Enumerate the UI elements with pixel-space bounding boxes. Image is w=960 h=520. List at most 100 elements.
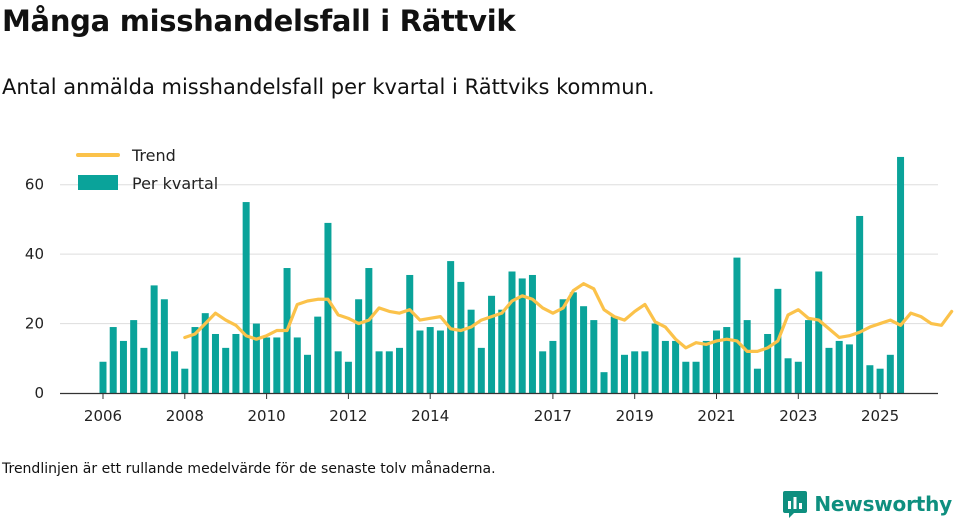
bar bbox=[488, 295, 496, 393]
bar bbox=[211, 333, 219, 393]
bar bbox=[304, 354, 311, 393]
trend-line-group bbox=[183, 282, 954, 353]
bar bbox=[886, 354, 894, 393]
bar bbox=[477, 347, 485, 393]
bar bbox=[314, 316, 322, 393]
bar bbox=[263, 337, 271, 393]
bar bbox=[467, 309, 475, 393]
bar bbox=[457, 281, 465, 393]
x-tick-label: 2014 bbox=[411, 407, 449, 425]
bar bbox=[631, 351, 639, 393]
x-tick-label: 2023 bbox=[779, 407, 817, 425]
bar bbox=[733, 257, 741, 393]
bar bbox=[498, 309, 506, 393]
bar bbox=[610, 316, 618, 393]
legend: Trend Per kvartal bbox=[76, 146, 218, 193]
bar bbox=[580, 306, 588, 393]
bar bbox=[416, 330, 424, 393]
footnote: Trendlinjen är ett rullande medelvärde f… bbox=[2, 461, 496, 477]
y-tick-label: 0 bbox=[34, 384, 44, 402]
y-axis-ticks: 0 20 40 60 bbox=[25, 176, 44, 402]
bar bbox=[140, 347, 148, 393]
bar bbox=[794, 361, 802, 393]
bar bbox=[805, 320, 813, 393]
y-tick-label: 20 bbox=[25, 315, 44, 333]
bar bbox=[99, 361, 107, 393]
bar bbox=[702, 340, 710, 393]
bar bbox=[528, 274, 536, 393]
bar-line-chart: 0 20 40 60 2006 2008 2010 2012 2014 2017 2019 2021… bbox=[25, 146, 954, 425]
bar bbox=[232, 333, 240, 393]
bar bbox=[661, 340, 669, 393]
bar bbox=[385, 351, 393, 393]
trend-line bbox=[183, 282, 954, 353]
bars-per-kvartal bbox=[99, 156, 905, 393]
legend-bar-swatch bbox=[78, 175, 118, 190]
bar bbox=[866, 365, 874, 393]
bar bbox=[436, 330, 444, 393]
bar bbox=[651, 323, 659, 393]
bar bbox=[171, 351, 179, 393]
legend-bar-label: Per kvartal bbox=[132, 174, 218, 193]
x-axis: 2006 2008 2010 2012 2014 2017 2019 2021 2023 2025 bbox=[60, 392, 938, 425]
bar bbox=[334, 351, 342, 393]
bar bbox=[764, 333, 772, 393]
bar bbox=[365, 268, 373, 393]
x-tick-label: 2021 bbox=[697, 407, 735, 425]
bar bbox=[375, 351, 383, 393]
bar bbox=[396, 347, 404, 393]
bar bbox=[130, 320, 138, 393]
newsworthy-logo-icon bbox=[783, 491, 808, 518]
bar bbox=[324, 222, 332, 393]
bar bbox=[518, 278, 526, 393]
bar bbox=[426, 327, 434, 393]
bar bbox=[119, 340, 127, 393]
bar bbox=[569, 292, 577, 393]
x-tick-label: 2019 bbox=[616, 407, 654, 425]
x-tick-label: 2010 bbox=[248, 407, 286, 425]
bar bbox=[713, 330, 720, 393]
bar bbox=[559, 299, 567, 393]
x-tick-label: 2025 bbox=[861, 407, 899, 425]
bar bbox=[743, 320, 751, 393]
bar bbox=[293, 337, 301, 393]
bar bbox=[160, 299, 168, 393]
bar bbox=[897, 156, 905, 393]
bar bbox=[723, 327, 731, 393]
bar bbox=[753, 368, 761, 393]
chart-title: Många misshandelsfall i Rättvik bbox=[2, 4, 516, 38]
bar bbox=[191, 327, 199, 393]
bar bbox=[590, 320, 598, 393]
bar bbox=[539, 351, 547, 393]
x-tick-label: 2012 bbox=[329, 407, 367, 425]
bar bbox=[181, 368, 189, 393]
bar bbox=[242, 202, 250, 393]
bar bbox=[109, 327, 117, 393]
bar bbox=[672, 340, 680, 393]
bar bbox=[150, 285, 158, 393]
bar bbox=[222, 347, 230, 393]
bar bbox=[825, 347, 833, 393]
chart-subtitle: Antal anmälda misshandelsfall per kvarta… bbox=[2, 75, 655, 99]
x-tick-label: 2017 bbox=[534, 407, 572, 425]
legend-trend-label: Trend bbox=[131, 146, 176, 165]
x-tick-label: 2008 bbox=[166, 407, 204, 425]
y-tick-label: 40 bbox=[25, 245, 44, 263]
bar bbox=[845, 344, 853, 393]
bar bbox=[252, 323, 260, 393]
bar bbox=[355, 299, 363, 393]
bar bbox=[549, 340, 557, 393]
bar bbox=[508, 271, 516, 393]
bar bbox=[600, 372, 608, 393]
bar bbox=[641, 351, 649, 393]
bar bbox=[692, 361, 700, 393]
bar bbox=[856, 215, 864, 393]
bar bbox=[876, 368, 884, 393]
bar bbox=[835, 340, 843, 393]
bar bbox=[201, 313, 209, 393]
bar bbox=[784, 358, 792, 393]
bar bbox=[682, 361, 690, 393]
bar bbox=[344, 361, 352, 393]
brand-logo[interactable]: Newsworthy bbox=[782, 489, 952, 519]
bar bbox=[406, 274, 414, 393]
